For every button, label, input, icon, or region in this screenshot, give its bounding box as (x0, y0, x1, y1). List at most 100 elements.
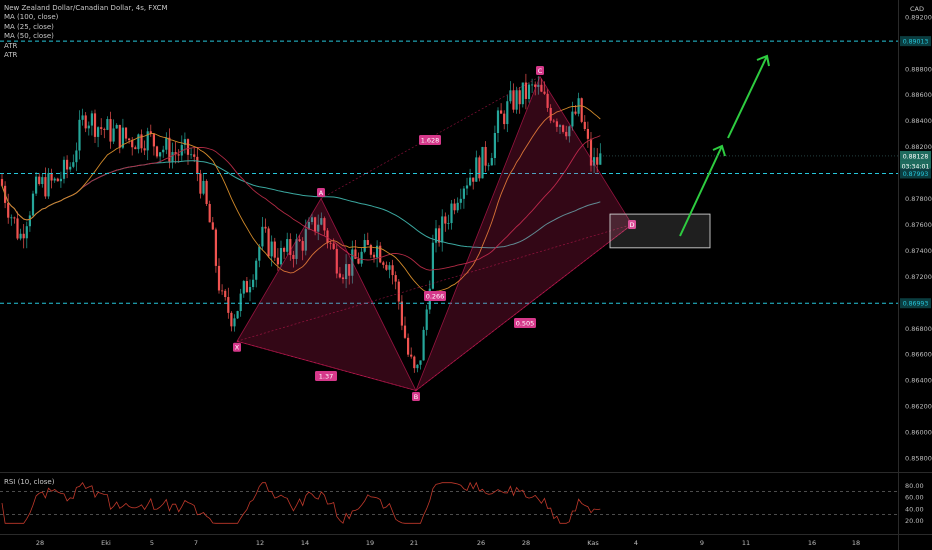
candle-body (264, 226, 267, 229)
candle-body (128, 138, 131, 141)
price-tick-label: 0.88200 (905, 143, 932, 151)
candle-body (208, 203, 211, 223)
candle-body (565, 131, 568, 137)
candle-body (295, 239, 298, 259)
candle-body (140, 134, 143, 149)
candle-body (38, 176, 41, 185)
candle-body (155, 146, 159, 157)
candle-body (323, 218, 326, 231)
candle-body (531, 84, 534, 86)
candle-body (413, 356, 416, 369)
pattern-triangle-bcd (415, 75, 633, 392)
candle-body (87, 125, 90, 129)
candle-body (574, 111, 577, 114)
rsi-title[interactable]: RSI (10, close) (4, 478, 55, 486)
candle-body (382, 262, 385, 265)
candle-body (270, 241, 273, 257)
badge-current-price-bg (900, 150, 931, 161)
candle-body (546, 93, 549, 108)
candle-body (146, 131, 149, 151)
candle-body (28, 215, 31, 227)
pattern-point-a: A (319, 189, 324, 197)
pattern-point-c-badge (536, 66, 544, 76)
candle-body (252, 279, 255, 288)
candle-body (304, 229, 307, 251)
candle-body (134, 147, 137, 150)
candle-body (190, 154, 193, 156)
candle-body (81, 115, 84, 120)
candle-body (245, 281, 248, 293)
pattern-point-d: D (629, 221, 634, 229)
indicator-atr-2[interactable]: ATR (4, 51, 18, 60)
candle-body (568, 126, 571, 137)
candle-body (441, 216, 444, 243)
pattern-leg-xb (236, 340, 417, 391)
indicator-ma50[interactable]: MA (50, close) (4, 32, 54, 41)
candle-body (93, 113, 97, 137)
candle-body (106, 119, 109, 130)
candle-body (137, 134, 140, 150)
indicator-atr-1[interactable]: ATR (4, 41, 18, 50)
candle-body (292, 254, 295, 259)
candle-body (583, 121, 586, 129)
candle-body (326, 230, 329, 243)
candle-body (481, 146, 484, 179)
candle-body (44, 177, 47, 197)
candle-body (13, 217, 16, 219)
candle-body (255, 260, 258, 280)
candle-body (75, 150, 78, 163)
candle-body (320, 218, 323, 225)
candle-body (366, 240, 369, 245)
candle-body (69, 166, 72, 170)
price-tick-label: 0.87800 (905, 195, 932, 203)
time-tick-label: Kas (587, 539, 599, 547)
candle-body (177, 154, 180, 156)
badge-mid-line: 0.87993 (903, 171, 929, 178)
currency-label: CAD (910, 5, 924, 13)
price-tick-label: 0.85800 (905, 455, 932, 463)
candle-body (515, 90, 518, 110)
candle-body (419, 360, 422, 365)
candle-body (258, 246, 261, 261)
price-tick-label: 0.86000 (905, 429, 932, 437)
candle-body (586, 128, 589, 139)
candle-body (56, 178, 59, 182)
candle-body (248, 287, 252, 293)
candle-body (224, 290, 227, 298)
indicator-ma25[interactable]: MA (25, close) (4, 22, 54, 31)
candle-body (416, 364, 419, 369)
candle-body (422, 329, 425, 361)
candle-body (168, 137, 171, 162)
candle-body (503, 113, 506, 125)
candle-body (109, 119, 112, 142)
candle-body (465, 185, 469, 189)
candle-body (84, 115, 87, 129)
time-tick-label: 12 (256, 539, 264, 547)
candle-body (174, 152, 177, 155)
candle-body (447, 223, 450, 224)
candle-body (335, 248, 338, 274)
candle-body (354, 249, 357, 259)
time-tick-label: 26 (477, 539, 485, 547)
candle-body (10, 217, 13, 219)
indicator-ma100[interactable]: MA (100, close) (4, 13, 59, 22)
pattern-point-b: B (414, 393, 418, 401)
candle-body (385, 264, 388, 270)
ratio-bd-label: 0.505 (516, 319, 535, 327)
ratio-ab-label: 0.266 (426, 292, 445, 300)
candle-body (273, 241, 276, 258)
candle-body (143, 148, 146, 151)
ratio-ab-badge (424, 291, 446, 301)
candle-body (596, 157, 599, 165)
candle-body (115, 124, 118, 129)
candle-body (205, 180, 208, 204)
candle-body (0, 179, 4, 186)
price-tick-label: 0.87600 (905, 221, 932, 229)
candle-body (543, 91, 546, 94)
time-tick-label: Eki (101, 539, 111, 547)
price-tick-label: 0.88800 (905, 65, 932, 73)
candle-body (496, 110, 500, 134)
ratio-xb-label: 1.37 (319, 372, 333, 380)
candle-body (593, 157, 596, 166)
